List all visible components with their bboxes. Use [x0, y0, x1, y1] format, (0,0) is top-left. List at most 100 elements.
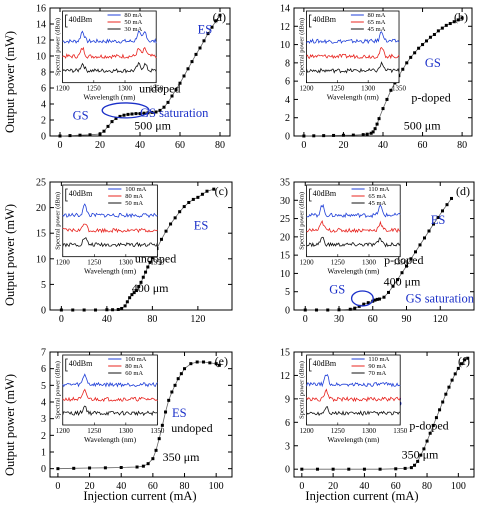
- doping-label: undoped: [171, 421, 212, 435]
- inset-x-axis-label: Wavelength (nm): [327, 267, 380, 276]
- inset-legend-label: 110 mA: [368, 356, 389, 363]
- data-point: [373, 298, 377, 302]
- inset-spectrum: 1200 1250 1300 1350 Wavelength (nm) Spectral …: [299, 354, 408, 444]
- inset-legend-label: 60 mA: [125, 370, 143, 377]
- data-point: [315, 467, 319, 471]
- data-point: [72, 466, 76, 470]
- data-point: [205, 189, 209, 193]
- inset-legend-label: 80 mA: [124, 12, 142, 19]
- data-point: [164, 410, 168, 414]
- y-tick-label: 5: [41, 280, 46, 291]
- data-point: [125, 300, 129, 304]
- data-point: [436, 29, 440, 33]
- data-point: [68, 134, 72, 138]
- data-point: [218, 13, 222, 17]
- inset-x-tick-label: 1350: [392, 85, 407, 93]
- data-point: [375, 122, 379, 126]
- data-point: [444, 23, 448, 27]
- data-point: [441, 209, 444, 213]
- data-point: [331, 467, 335, 471]
- x-tick-label: 20: [328, 481, 338, 492]
- y-tick-label: 8: [285, 58, 290, 69]
- y-tick-label: 10: [36, 254, 46, 265]
- doping-label: undoped: [139, 81, 180, 95]
- es-label: ES: [431, 213, 446, 227]
- es-label: ES: [172, 406, 187, 420]
- x-tick-label: 0: [59, 314, 64, 325]
- data-point: [440, 26, 444, 30]
- inset-x-axis-label: Wavelength (nm): [327, 435, 380, 444]
- y-tick-label: 14: [36, 20, 46, 31]
- data-point: [130, 112, 134, 116]
- plot-frame: [293, 181, 475, 311]
- x-tick-label: 0: [299, 481, 304, 492]
- inset-scale-label: 40dBm: [313, 189, 337, 198]
- data-point: [78, 133, 82, 137]
- data-point: [123, 304, 127, 308]
- y-tick-label: 2: [41, 116, 46, 127]
- x-tick-label: 120: [190, 314, 205, 325]
- data-point: [110, 120, 114, 124]
- data-point: [159, 237, 163, 241]
- data-point: [118, 114, 122, 118]
- data-point: [348, 307, 352, 311]
- data-point: [421, 43, 425, 47]
- inset-x-tick-label: 1300: [362, 259, 377, 267]
- data-point: [447, 385, 451, 389]
- x-tick-label: 40: [359, 481, 369, 492]
- inset-y-axis-label: Spectral power (dBm): [55, 361, 62, 419]
- x-tick-label: 80: [457, 140, 467, 151]
- inset-x-axis-label: Wavelength (nm): [84, 267, 137, 276]
- inset-x-tick-label: 1250: [331, 427, 346, 435]
- data-point: [148, 260, 152, 264]
- y-tick-label: 3: [285, 441, 290, 452]
- es-label: ES: [198, 23, 213, 37]
- x-tick-label: 0: [55, 481, 60, 492]
- x-tick-label: 100: [209, 481, 224, 492]
- data-point: [378, 297, 381, 301]
- inset-x-tick-label: 1300: [119, 427, 134, 435]
- data-point: [428, 431, 432, 435]
- inset-x-tick-label: 1350: [393, 259, 408, 267]
- data-point: [178, 81, 182, 85]
- inset-scale-label: 40dBm: [313, 359, 337, 368]
- y-tick-label: 25: [280, 214, 290, 225]
- data-point: [182, 205, 186, 209]
- inset-x-tick-label: 1250: [87, 259, 102, 267]
- y-tick-label: 0: [285, 132, 290, 143]
- data-point: [453, 372, 457, 376]
- gs-saturation-label: GS saturation: [140, 106, 209, 120]
- data-point: [423, 236, 426, 240]
- data-point: [351, 133, 355, 137]
- data-point: [422, 447, 426, 451]
- inset-x-tick-label: 1300: [118, 85, 133, 93]
- data-point: [427, 229, 431, 233]
- data-point: [436, 215, 440, 219]
- data-point: [167, 398, 171, 402]
- spectrum-trace: [306, 219, 401, 234]
- x-tick-label: 60: [418, 140, 428, 151]
- inset-spectrum: 1200 1250 1300 1350 Wavelength (nm) Spectral …: [299, 184, 408, 276]
- data-point: [187, 200, 191, 204]
- y-tick-label: 25: [36, 178, 46, 189]
- gs-label: GS: [425, 56, 441, 70]
- y-axis-label-bottom: Output power (mW): [3, 374, 17, 476]
- data-point: [186, 67, 190, 71]
- y-tick-label: 0: [41, 464, 46, 475]
- x-tick-label: 40: [116, 481, 126, 492]
- inset-x-axis-label: Wavelength (nm): [83, 93, 136, 102]
- data-point: [178, 210, 182, 214]
- data-point: [400, 271, 404, 275]
- data-point: [141, 464, 145, 468]
- data-point: [214, 19, 218, 23]
- data-point: [456, 18, 460, 22]
- data-point: [405, 264, 408, 268]
- data-point: [173, 216, 177, 220]
- data-point: [139, 280, 143, 284]
- data-point: [445, 203, 449, 207]
- panel-label: (a): [213, 10, 226, 24]
- x-tick-label: 60: [368, 314, 378, 325]
- inset-x-tick-label: 1200: [300, 259, 315, 267]
- inset-scale-bar: [309, 188, 312, 202]
